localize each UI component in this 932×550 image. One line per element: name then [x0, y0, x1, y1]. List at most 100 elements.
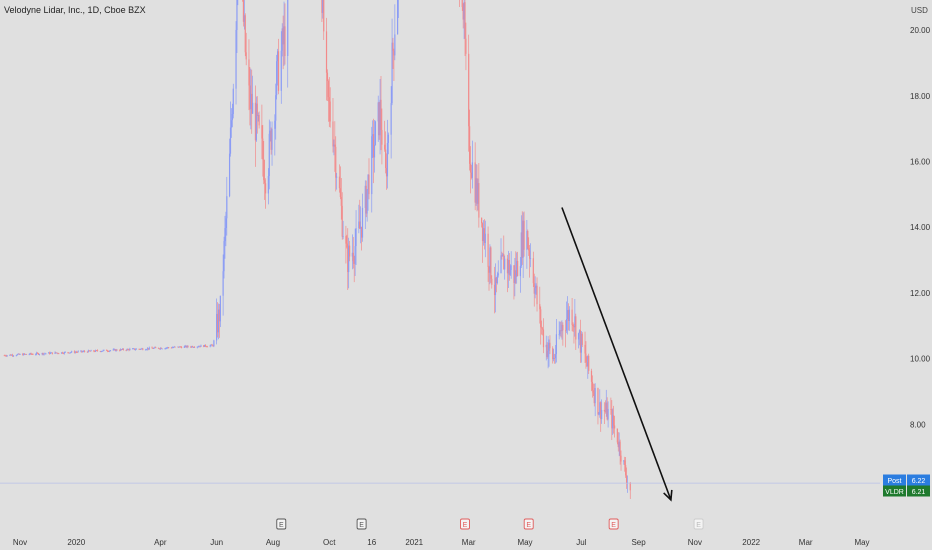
candle-body — [280, 50, 282, 91]
candle-body — [545, 344, 547, 348]
candle-body — [210, 344, 212, 346]
candle-body — [593, 392, 595, 404]
candle-body — [541, 328, 544, 330]
candle-body — [71, 351, 73, 353]
candle-body — [192, 346, 194, 348]
trend-arrow-annotation[interactable] — [561, 207, 673, 502]
time-tick-label: 2022 — [742, 538, 760, 547]
candle-body — [142, 348, 144, 350]
time-tick-label: Sep — [631, 538, 646, 547]
candle-body — [463, 2, 465, 20]
time-axis[interactable]: Nov 2020 Apr Jun Aug Oct 16 2021 Mar May Jul Sep Nov… — [13, 538, 870, 547]
price-tick-label: 18.00 — [910, 92, 931, 101]
candle-body — [218, 309, 221, 322]
candle-body — [523, 220, 525, 250]
candle-body — [471, 162, 473, 178]
candle-body — [347, 247, 349, 273]
candle-body — [158, 348, 161, 350]
earnings-marker-icon[interactable]: E — [356, 518, 367, 530]
candle-body — [481, 223, 484, 242]
candle-body — [38, 354, 40, 356]
candle-body — [565, 330, 567, 332]
candle-body — [217, 309, 220, 333]
candle-body — [588, 355, 590, 371]
candle-body — [164, 348, 166, 350]
candle-body — [580, 333, 582, 353]
candle-body — [560, 330, 562, 332]
candle-body — [346, 243, 348, 248]
candle-body — [139, 349, 141, 350]
candle-body — [529, 250, 531, 259]
candle-body — [102, 350, 104, 352]
candle-body — [481, 217, 483, 224]
candle-body — [332, 121, 334, 147]
candle-body — [83, 351, 85, 352]
candle-body — [541, 327, 543, 329]
candle-body — [42, 353, 44, 355]
candle-body — [166, 347, 168, 349]
earnings-marker-icon[interactable]: E — [460, 518, 470, 530]
candle-body — [134, 349, 137, 351]
candle-body — [586, 362, 588, 367]
candle-body — [334, 144, 336, 147]
candle-body — [283, 26, 285, 45]
candle-body — [93, 350, 95, 352]
candle-body — [329, 101, 331, 122]
candle-body — [494, 277, 497, 296]
candle-body — [10, 354, 12, 356]
candle-body — [250, 93, 252, 110]
candle-body — [496, 275, 498, 284]
candle-body — [31, 354, 33, 355]
candle-body — [328, 97, 330, 102]
candle-body — [625, 465, 627, 476]
price-axis[interactable]: 34.0032.0030.0028.0026.0024.0022.0020.00… — [910, 0, 931, 550]
candle-body — [470, 172, 473, 178]
candle-body — [55, 352, 57, 354]
candle-body — [521, 232, 523, 258]
candle-body — [620, 455, 622, 462]
candle-body — [24, 353, 26, 355]
candle-body — [475, 178, 477, 203]
time-tick-label: Apr — [154, 538, 167, 547]
candle-body — [513, 265, 515, 283]
candle-body — [490, 247, 492, 279]
candle-body — [125, 350, 127, 351]
candle-body — [516, 260, 518, 277]
candle-body — [338, 176, 341, 189]
candle-body — [522, 220, 524, 258]
candle-body — [248, 59, 250, 86]
candle-body — [482, 228, 485, 242]
candle-body — [553, 357, 556, 359]
post-price-badge-label: Post — [887, 478, 901, 485]
candle-body — [129, 348, 131, 351]
candle-body — [179, 346, 181, 348]
candle-body — [619, 441, 621, 456]
candle-body — [80, 350, 82, 352]
candle-body — [461, 0, 463, 8]
earnings-marker-icon[interactable]: E — [276, 518, 287, 530]
last-price-badge-label: VLDR — [885, 489, 904, 496]
candle-body — [333, 144, 335, 147]
candle-body — [236, 0, 238, 30]
candle-body — [113, 349, 115, 351]
candle-body — [502, 254, 504, 257]
candle-body — [491, 278, 493, 285]
candle-body — [205, 346, 208, 348]
candle-body — [264, 183, 267, 194]
earnings-marker-icon[interactable]: E — [693, 518, 704, 530]
candle-body — [562, 324, 564, 331]
earnings-marker-icon[interactable]: E — [523, 518, 534, 530]
candle-body — [228, 153, 231, 197]
candle-body — [271, 128, 273, 150]
candle-body — [216, 313, 218, 341]
trend-arrow-line[interactable] — [561, 207, 672, 501]
candle-body — [567, 310, 570, 321]
earnings-marker-box — [608, 518, 619, 530]
earnings-marker-icon[interactable]: E — [608, 518, 619, 530]
candle-body — [367, 174, 369, 190]
candle-body — [578, 330, 581, 334]
candle-body — [599, 402, 601, 414]
candle-body — [180, 346, 183, 348]
candle-body — [200, 345, 202, 347]
